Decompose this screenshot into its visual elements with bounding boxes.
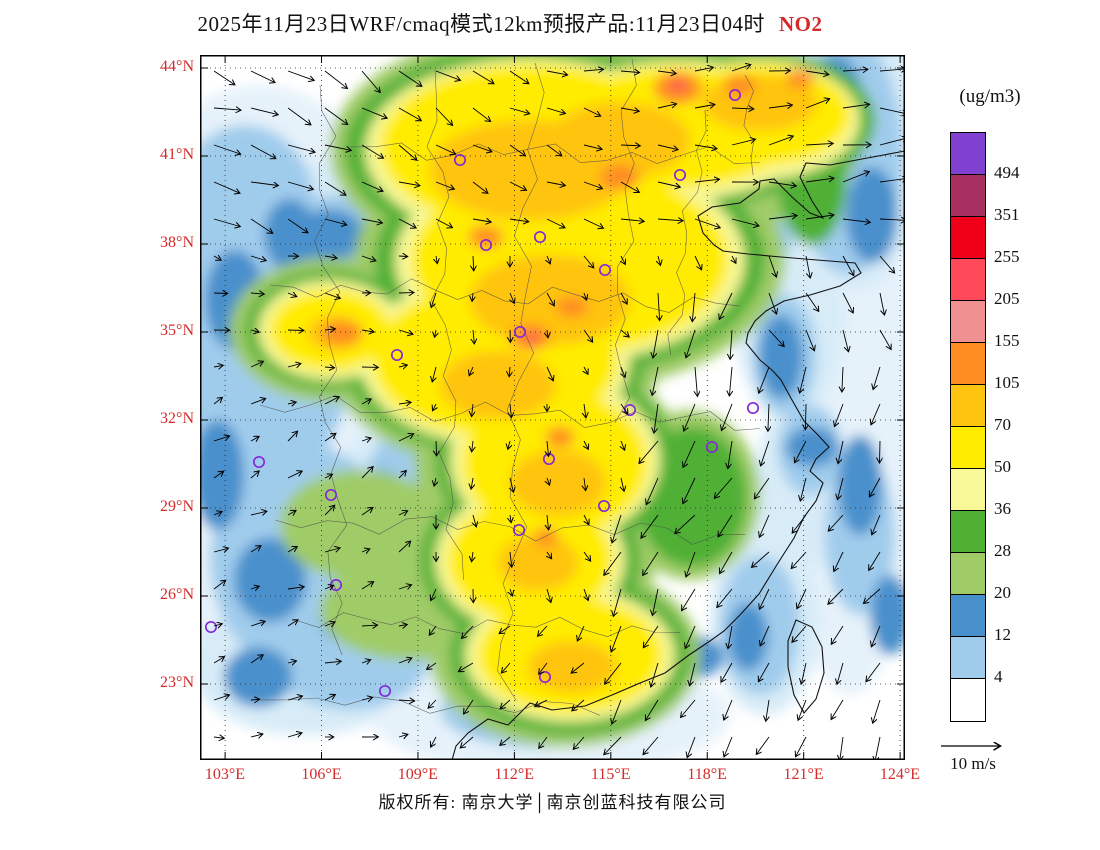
legend-level-label: 255: [994, 247, 1020, 266]
lon-label: 115°E: [590, 766, 631, 783]
legend-level-label: 36: [994, 499, 1011, 518]
city-markers: [204, 88, 760, 698]
lon-label: 109°E: [397, 766, 438, 783]
legend: [950, 132, 986, 722]
coastline: [451, 150, 905, 760]
wind-scale-arrow-icon: [941, 738, 1010, 754]
lon-label: 121°E: [783, 766, 824, 783]
title-species: NO2: [778, 12, 823, 36]
legend-swatch: [951, 595, 985, 637]
legend-level-label: 4: [994, 667, 1003, 686]
footer-copyright: 版权所有: 南京大学│南京创蓝科技有限公司: [378, 793, 727, 812]
wind-vectors: [213, 65, 905, 760]
legend-level-label: 70: [994, 415, 1011, 434]
legend-swatch: [951, 637, 985, 679]
legend-unit: (ug/m3): [959, 86, 1021, 107]
forecast-map: [200, 55, 905, 760]
lat-label: 26°N: [160, 586, 194, 603]
lat-label: 38°N: [160, 234, 194, 251]
legend-swatch: [951, 385, 985, 427]
lat-label: 44°N: [160, 58, 194, 75]
title-text: 2025年11月23日WRF/cmaq模式12km预报产品:11月23日04时: [197, 12, 765, 36]
wind-scale-label: 10 m/s: [950, 754, 996, 773]
lon-label: 124°E: [879, 766, 921, 783]
lat-label: 29°N: [160, 498, 194, 515]
lat-label: 23°N: [160, 674, 194, 691]
legend-swatch: [951, 133, 985, 175]
concentration-field: [200, 55, 905, 760]
page-title: 2025年11月23日WRF/cmaq模式12km预报产品:11月23日04时 N…: [70, 8, 950, 38]
legend-level-label: 155: [994, 331, 1020, 350]
lat-label: 35°N: [160, 322, 194, 339]
lon-label: 103°E: [204, 766, 246, 783]
map-frame: [200, 55, 905, 760]
map-border: [200, 55, 905, 760]
legend-swatch: [951, 469, 985, 511]
lon-label: 106°E: [301, 766, 342, 783]
lon-label: 118°E: [687, 766, 727, 783]
legend-level-label: 20: [994, 583, 1011, 602]
legend-level-label: 12: [994, 625, 1011, 644]
legend-level-label: 494: [994, 163, 1020, 182]
legend-level-label: 351: [994, 205, 1020, 224]
axis-ticks: [200, 55, 905, 760]
lat-label: 41°N: [160, 146, 194, 163]
legend-swatch: [951, 259, 985, 301]
legend-swatch: [951, 427, 985, 469]
legend-swatch: [951, 553, 985, 595]
legend-swatch: [951, 679, 985, 721]
legend-swatch: [951, 301, 985, 343]
legend-swatch: [951, 511, 985, 553]
legend-swatch: [951, 175, 985, 217]
legend-level-label: 205: [994, 289, 1020, 308]
lon-label: 112°E: [494, 766, 535, 783]
legend-level-label: 28: [994, 541, 1011, 560]
legend-swatch: [951, 217, 985, 259]
legend-swatch: [951, 343, 985, 385]
legend-level-label: 105: [994, 373, 1020, 392]
legend-level-label: 50: [994, 457, 1011, 476]
lat-label: 32°N: [160, 410, 194, 427]
